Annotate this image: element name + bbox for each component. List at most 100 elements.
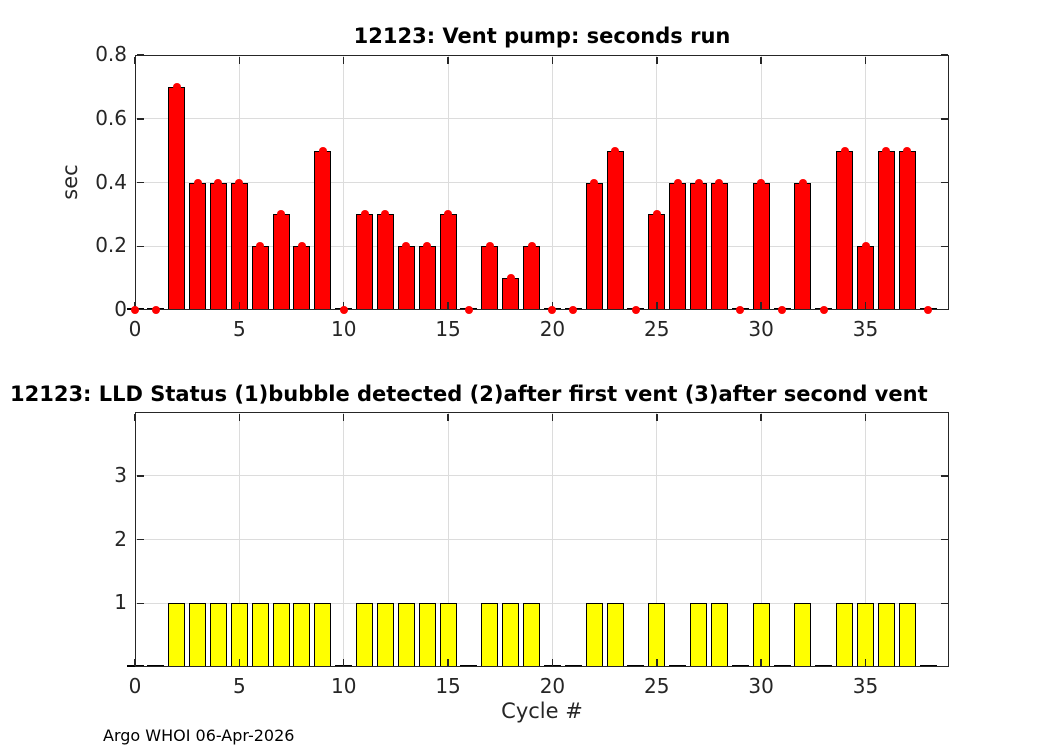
y-tick-mark <box>136 538 144 541</box>
data-point-marker <box>882 146 891 155</box>
x-tick-mark-top <box>656 413 658 421</box>
x-tick-mark-top <box>656 56 658 64</box>
y-tick-mark-right <box>940 245 948 247</box>
data-point-marker <box>297 242 306 251</box>
x-tick-label: 15 <box>435 674 461 698</box>
zero-bar-cycle-21 <box>564 664 582 667</box>
vent-pump-chart-title: 12123: Vent pump: seconds run <box>353 24 731 48</box>
y-tick-label: 2 <box>114 526 127 551</box>
data-point-marker <box>318 146 327 155</box>
y-tick-label: 0.8 <box>95 42 127 66</box>
x-tick-label: 0 <box>128 317 142 341</box>
data-point-marker <box>673 178 682 187</box>
y-tick-mark-right <box>940 181 948 184</box>
data-point-marker <box>569 306 578 314</box>
data-point-marker <box>131 306 139 314</box>
x-tick-mark <box>447 301 449 309</box>
x-tick-mark-top <box>238 56 241 64</box>
data-point-marker <box>151 306 160 314</box>
data-point-marker <box>819 306 828 314</box>
y-tick-label: 0.4 <box>95 169 127 194</box>
x-tick-mark <box>134 658 136 666</box>
data-point-marker <box>652 210 661 219</box>
x-tick-mark <box>134 301 136 309</box>
y-tick-mark-right <box>940 118 948 120</box>
data-point-marker <box>464 306 473 314</box>
data-point-marker <box>339 306 348 314</box>
x-tick-mark <box>656 301 658 309</box>
x-tick-mark <box>551 301 554 309</box>
zero-bar-cycle-20 <box>543 664 561 667</box>
y-tick-mark-right <box>940 538 948 541</box>
x-tick-label: 25 <box>644 674 670 698</box>
data-point-marker <box>840 146 849 155</box>
x-tick-label: 30 <box>748 317 774 341</box>
data-point-marker <box>861 242 870 251</box>
y-tick-mark <box>136 181 144 184</box>
data-point-marker <box>527 242 536 251</box>
gridline-horizontal <box>135 245 949 247</box>
data-point-marker <box>235 178 244 187</box>
x-tick-mark <box>864 658 867 666</box>
x-tick-mark-top <box>864 413 867 421</box>
y-tick-mark <box>136 602 144 604</box>
x-tick-mark-top <box>864 56 867 64</box>
data-point-marker <box>381 210 390 219</box>
data-point-marker <box>548 306 557 314</box>
x-tick-mark <box>238 658 241 666</box>
x-tick-label: 10 <box>330 674 357 698</box>
axes-box <box>135 55 949 310</box>
data-point-marker <box>360 210 369 219</box>
data-point-marker <box>444 210 453 219</box>
data-point-marker <box>402 242 411 251</box>
x-tick-mark <box>760 658 762 666</box>
y-axis-label-sec: sec <box>58 164 82 200</box>
x-tick-mark-top <box>342 413 345 421</box>
data-point-marker <box>715 178 724 187</box>
x-tick-mark-top <box>551 56 554 64</box>
x-tick-mark <box>551 658 554 666</box>
data-point-marker <box>172 82 181 91</box>
data-point-marker <box>214 178 223 187</box>
y-tick-mark <box>136 118 144 120</box>
data-point-marker <box>694 178 703 187</box>
x-tick-mark-top <box>447 56 449 64</box>
axes-box <box>135 412 949 667</box>
zero-bar-cycle-29 <box>731 664 749 667</box>
y-tick-mark-right <box>940 602 948 604</box>
x-tick-mark-top <box>134 56 136 64</box>
x-tick-mark-top <box>760 413 762 421</box>
y-tick-mark <box>136 475 144 477</box>
x-tick-mark-top <box>134 413 136 421</box>
x-axis-label-cycle: Cycle # <box>501 699 583 723</box>
gridline-horizontal <box>135 602 949 604</box>
data-point-marker <box>611 146 620 155</box>
data-point-marker <box>903 146 912 155</box>
data-point-marker <box>736 306 745 314</box>
gridline-horizontal <box>135 475 949 477</box>
x-tick-label: 20 <box>539 317 566 341</box>
y-tick-label: 0 <box>114 297 127 321</box>
zero-bar-cycle-38 <box>919 664 937 667</box>
data-point-marker <box>757 178 766 187</box>
x-tick-mark <box>238 301 241 309</box>
x-tick-mark <box>864 301 867 309</box>
x-tick-label: 5 <box>232 317 246 341</box>
x-tick-mark <box>656 658 658 666</box>
data-point-marker <box>506 274 515 283</box>
x-tick-mark-top <box>551 413 554 421</box>
data-point-marker <box>631 306 640 314</box>
y-tick-mark <box>136 245 144 247</box>
x-tick-mark <box>342 658 345 666</box>
data-point-marker <box>193 178 202 187</box>
zero-bar-cycle-33 <box>815 664 833 667</box>
x-tick-label: 35 <box>852 317 879 341</box>
x-tick-label: 10 <box>330 317 357 341</box>
gridline-horizontal <box>135 182 949 183</box>
x-tick-label: 0 <box>128 674 142 698</box>
data-point-marker <box>256 242 265 251</box>
x-tick-mark <box>760 301 762 309</box>
zero-bar-cycle-31 <box>773 664 791 667</box>
